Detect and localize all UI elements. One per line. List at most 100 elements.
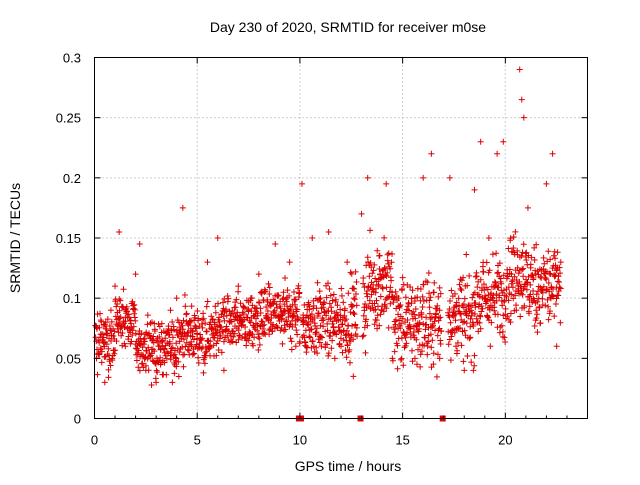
- data-point: [151, 348, 158, 355]
- data-point: [426, 310, 433, 317]
- data-point: [266, 331, 273, 338]
- data-point: [169, 379, 176, 386]
- data-point: [345, 290, 352, 297]
- data-point: [405, 307, 412, 314]
- data-point: [506, 266, 513, 273]
- data-point: [376, 252, 383, 259]
- data-point: [495, 284, 502, 291]
- data-point: [326, 300, 333, 307]
- data-point: [537, 320, 544, 327]
- data-point: [316, 339, 323, 346]
- data-point: [486, 267, 493, 274]
- data-point: [344, 327, 351, 334]
- data-point: [369, 270, 376, 277]
- data-point: [159, 343, 166, 350]
- data-point: [364, 174, 371, 181]
- data-point: [402, 294, 409, 301]
- data-point: [292, 296, 299, 303]
- data-point: [471, 362, 478, 369]
- data-point: [480, 281, 487, 288]
- data-point: [437, 340, 444, 347]
- data-point: [129, 298, 136, 305]
- data-point: [375, 281, 382, 288]
- data-point: [510, 244, 517, 251]
- data-point: [410, 308, 417, 315]
- data-point: [235, 323, 242, 330]
- data-point: [484, 297, 491, 304]
- data-point: [139, 344, 146, 351]
- data-point: [556, 284, 563, 291]
- data-point: [460, 301, 467, 308]
- data-point: [547, 256, 554, 263]
- data-point: [176, 349, 183, 356]
- data-point: [540, 283, 547, 290]
- data-point: [540, 254, 547, 261]
- data-point: [329, 297, 336, 304]
- data-point: [460, 358, 467, 365]
- x-axis-label: GPS time / hours: [295, 458, 402, 474]
- data-point: [363, 316, 370, 323]
- data-point: [262, 288, 269, 295]
- data-point: [303, 343, 310, 350]
- data-point: [260, 325, 267, 332]
- data-point: [94, 371, 101, 378]
- data-point: [258, 318, 265, 325]
- data-point: [374, 312, 381, 319]
- data-point: [505, 245, 512, 252]
- data-point: [419, 303, 426, 310]
- y-tick-label: 0.05: [56, 351, 81, 366]
- data-point: [551, 248, 558, 255]
- data-point: [224, 293, 231, 300]
- data-point: [547, 308, 554, 315]
- data-point: [129, 327, 136, 334]
- data-point: [306, 333, 313, 340]
- data-point: [408, 347, 415, 354]
- data-point: [255, 334, 262, 341]
- data-point: [380, 308, 387, 315]
- data-point: [530, 274, 537, 281]
- data-point: [294, 306, 301, 313]
- data-point: [494, 311, 501, 318]
- data-point: [445, 341, 452, 348]
- data-point: [316, 296, 323, 303]
- data-point: [178, 333, 185, 340]
- data-point: [98, 359, 105, 366]
- data-point: [294, 331, 301, 338]
- data-point: [242, 323, 249, 330]
- data-point: [222, 307, 229, 314]
- data-point: [539, 289, 546, 296]
- data-point: [409, 287, 416, 294]
- data-point: [366, 297, 373, 304]
- data-point: [368, 291, 375, 298]
- data-point: [254, 312, 261, 319]
- data-point: [213, 352, 220, 359]
- data-point: [517, 313, 524, 320]
- data-point: [483, 259, 490, 266]
- data-point: [112, 283, 119, 290]
- data-point: [351, 285, 358, 292]
- data-point: [245, 307, 252, 314]
- data-point: [430, 350, 437, 357]
- data-point: [545, 279, 552, 286]
- data-point: [435, 293, 442, 300]
- data-point: [167, 307, 174, 314]
- data-point: [218, 324, 225, 331]
- data-point: [319, 334, 326, 341]
- data-point: [412, 305, 419, 312]
- data-point: [131, 301, 138, 308]
- data-point: [458, 287, 465, 294]
- data-point: [131, 310, 138, 317]
- data-point: [476, 312, 483, 319]
- data-point: [399, 286, 406, 292]
- data-point: [173, 295, 180, 302]
- data-point: [295, 315, 302, 322]
- data-point: [295, 282, 302, 289]
- data-point: [132, 317, 139, 324]
- data-point: [110, 333, 117, 340]
- data-point: [376, 322, 383, 329]
- x-tick-label: 15: [395, 433, 409, 448]
- data-point: [379, 285, 386, 292]
- data-point: [474, 284, 481, 291]
- data-point: [424, 351, 431, 358]
- data-point: [408, 295, 415, 302]
